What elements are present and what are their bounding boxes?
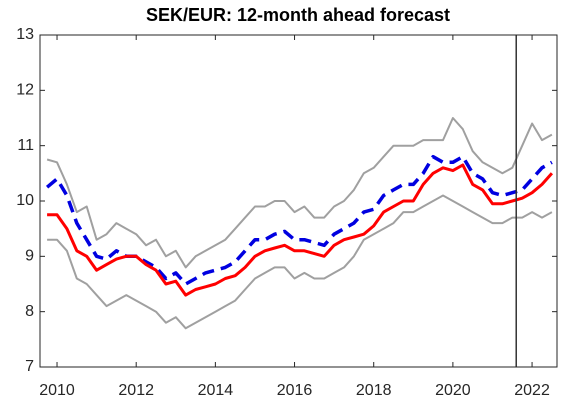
x-tick-label: 2018 (356, 382, 392, 399)
y-tick-label: 8 (25, 303, 34, 320)
y-tick-label: 13 (16, 26, 34, 43)
x-tick-label: 2016 (277, 382, 313, 399)
x-tick-label: 2014 (198, 382, 234, 399)
series-line (46, 117, 553, 269)
y-tick-label: 12 (16, 82, 34, 99)
y-tick-label: 9 (25, 248, 34, 265)
x-tick-label: 2020 (435, 382, 471, 399)
series-line (47, 194, 553, 330)
y-tick-label: 7 (25, 358, 34, 375)
plot-area (40, 35, 557, 367)
x-tick-label: 2010 (39, 382, 75, 399)
y-tick-label: 11 (17, 137, 34, 154)
plot-frame (39, 34, 558, 368)
y-tick-label: 10 (16, 192, 34, 209)
chart-title: SEK/EUR: 12-month ahead forecast (146, 5, 450, 25)
series-line (47, 163, 554, 297)
x-tick-label: 2012 (118, 382, 154, 399)
x-tick-label: 2022 (514, 382, 550, 399)
